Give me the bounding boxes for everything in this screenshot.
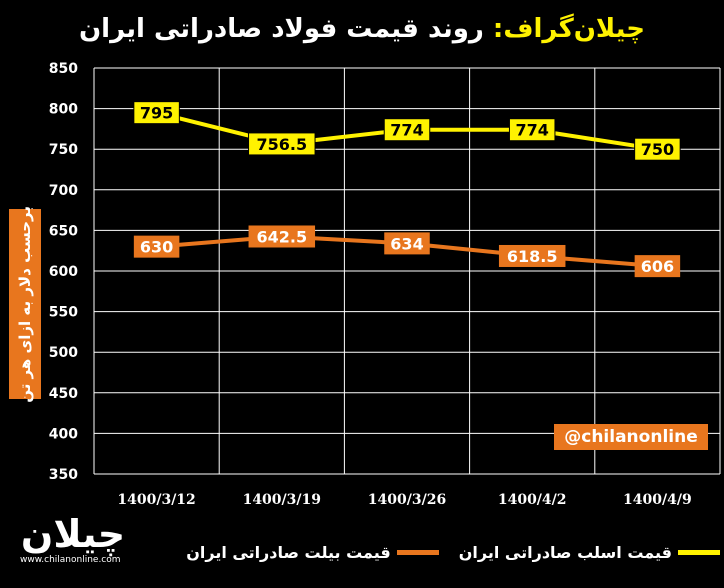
data-label-box <box>248 132 316 156</box>
logo-url: www.chilanonline.com <box>20 555 121 565</box>
chilan-logo: چیلان <box>21 512 125 556</box>
y-tick-label: 400 <box>49 426 78 442</box>
x-tick-label: 1400/4/2 <box>498 492 567 508</box>
y-tick-label: 350 <box>49 467 78 483</box>
data-label-box <box>384 232 430 255</box>
legend: قیمت اسلب صادراتی ایران قیمت بیلت صادرات… <box>170 540 720 564</box>
y-tick-label: 850 <box>49 61 78 77</box>
legend-swatch-slab <box>678 549 720 555</box>
legend-label-billet: قیمت بیلت صادراتی ایران <box>186 542 391 562</box>
title-brand: چیلان‌گراف: <box>492 14 646 44</box>
legend-label-slab: قیمت اسلب صادراتی ایران <box>458 542 672 562</box>
data-label: 795 <box>140 104 173 123</box>
y-axis-label: برحسب دلار به ازای هر تن <box>16 205 34 403</box>
data-label-box <box>133 101 180 125</box>
data-label: 630 <box>140 238 173 257</box>
data-label-box <box>383 118 431 142</box>
data-label: 774 <box>515 121 548 140</box>
data-label-box <box>634 255 681 278</box>
x-tick-label: 1400/3/26 <box>368 492 446 508</box>
y-tick-label: 450 <box>49 386 78 402</box>
data-label: 606 <box>641 257 674 276</box>
data-label: 774 <box>390 121 423 140</box>
social-handle: @chilanonline <box>554 424 708 450</box>
data-label: 634 <box>390 234 423 253</box>
y-tick-label: 500 <box>49 345 78 361</box>
data-label-box <box>508 118 556 142</box>
data-label-box <box>133 235 180 258</box>
title-main: روند قیمت فولاد صادراتی ایران <box>78 14 484 44</box>
data-label-box <box>498 244 566 267</box>
y-tick-label: 750 <box>49 142 78 158</box>
x-tick-label: 1400/3/19 <box>243 492 321 508</box>
data-label: 750 <box>641 140 674 159</box>
data-label-box <box>634 137 681 161</box>
y-tick-label: 600 <box>49 264 78 280</box>
data-label: 618.5 <box>507 247 558 266</box>
x-tick-label: 1400/4/9 <box>623 492 692 508</box>
y-tick-label: 550 <box>49 305 78 321</box>
data-label: 756.5 <box>256 135 307 154</box>
y-tick-label: 800 <box>49 102 78 118</box>
data-label-box <box>248 225 316 248</box>
x-tick-label: 1400/3/12 <box>117 492 195 508</box>
y-tick-label: 650 <box>49 223 78 239</box>
legend-swatch-billet <box>396 549 439 555</box>
y-axis-label-box: برحسب دلار به ازای هر تن <box>9 206 41 402</box>
legend-item-slab: قیمت اسلب صادراتی ایران <box>459 543 720 562</box>
chart-title: چیلان‌گراف: روند قیمت فولاد صادراتی ایرا… <box>0 14 724 44</box>
data-label: 642.5 <box>256 227 307 246</box>
legend-item-billet: قیمت بیلت صادراتی ایران <box>186 543 439 562</box>
y-tick-label: 700 <box>49 183 78 199</box>
logo-word: چیلان <box>21 512 125 556</box>
